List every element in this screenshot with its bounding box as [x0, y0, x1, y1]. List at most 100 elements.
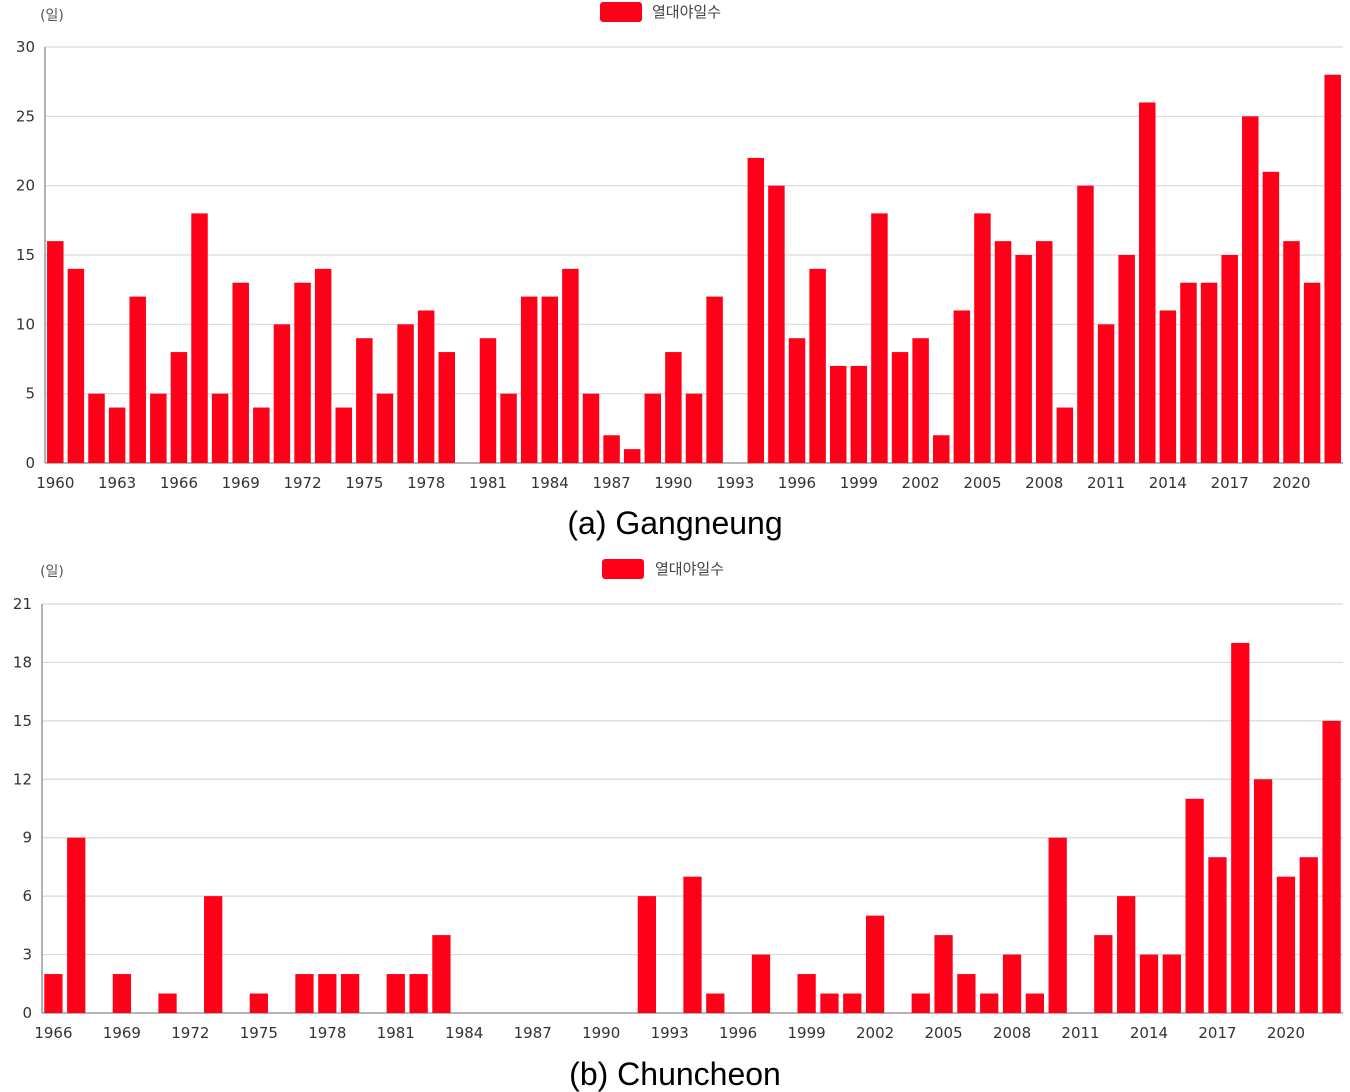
bar-1962[interactable]: [88, 393, 105, 463]
bar-2021[interactable]: [1299, 857, 1318, 1013]
bar-1966[interactable]: [44, 974, 63, 1013]
bar-1995[interactable]: [768, 185, 785, 464]
bar-2005[interactable]: [934, 935, 953, 1013]
bar-2005[interactable]: [974, 213, 991, 463]
bar-1990[interactable]: [665, 352, 682, 463]
bar-2017[interactable]: [1208, 857, 1227, 1013]
bar-1987[interactable]: [603, 435, 620, 463]
legend-swatch[interactable]: [600, 2, 642, 22]
bar-2012[interactable]: [1118, 255, 1135, 463]
bar-2001[interactable]: [843, 993, 862, 1013]
bar-1982[interactable]: [500, 393, 517, 463]
bar-1961[interactable]: [67, 268, 85, 463]
bar-2018[interactable]: [1231, 642, 1250, 1013]
bar-2020[interactable]: [1276, 876, 1296, 1013]
bar-1973[interactable]: [204, 896, 223, 1013]
bar-2010[interactable]: [1048, 837, 1067, 1013]
bar-1979[interactable]: [438, 352, 455, 463]
bar-1973[interactable]: [314, 268, 332, 463]
bar-1982[interactable]: [409, 974, 428, 1013]
bar-2004[interactable]: [911, 993, 930, 1013]
bar-2003[interactable]: [933, 435, 950, 463]
bar-1968[interactable]: [211, 393, 229, 463]
bar-1994[interactable]: [747, 157, 765, 463]
bar-2008[interactable]: [1036, 241, 1053, 463]
bar-2013[interactable]: [1117, 896, 1136, 1013]
bar-1975[interactable]: [356, 338, 373, 463]
bar-1967[interactable]: [67, 837, 86, 1013]
bar-1971[interactable]: [273, 324, 291, 463]
bar-1998[interactable]: [829, 365, 847, 463]
bar-2022[interactable]: [1322, 720, 1341, 1013]
bar-1996[interactable]: [788, 338, 806, 463]
bar-2013[interactable]: [1139, 102, 1156, 463]
bar-2006[interactable]: [994, 241, 1012, 463]
bar-2009[interactable]: [1056, 407, 1074, 463]
bar-1963[interactable]: [108, 407, 126, 463]
bar-2015[interactable]: [1180, 282, 1197, 463]
bar-1965[interactable]: [150, 393, 167, 463]
bar-1979[interactable]: [341, 974, 360, 1013]
bar-1984[interactable]: [541, 296, 559, 463]
bar-1978[interactable]: [318, 974, 337, 1013]
bar-2001[interactable]: [891, 352, 909, 463]
bar-2022[interactable]: [1324, 74, 1341, 463]
bar-1995[interactable]: [706, 993, 725, 1013]
bar-1988[interactable]: [623, 449, 641, 463]
bar-2009[interactable]: [1025, 993, 1044, 1013]
bar-1989[interactable]: [644, 393, 662, 463]
bar-1997[interactable]: [809, 268, 826, 463]
bar-1969[interactable]: [112, 974, 132, 1013]
bar-1964[interactable]: [129, 296, 146, 463]
bar-2021[interactable]: [1303, 282, 1321, 463]
bar-1994[interactable]: [683, 876, 702, 1013]
bar-2016[interactable]: [1185, 798, 1204, 1013]
bar-1977[interactable]: [295, 974, 314, 1013]
bar-2014[interactable]: [1159, 310, 1177, 463]
bar-1981[interactable]: [479, 338, 497, 463]
bar-2018[interactable]: [1242, 116, 1259, 463]
bar-1972[interactable]: [294, 282, 311, 463]
bar-2008[interactable]: [1002, 954, 1022, 1013]
bar-2002[interactable]: [865, 915, 885, 1013]
bar-1975[interactable]: [249, 993, 268, 1013]
bar-1967[interactable]: [191, 213, 208, 463]
bar-1999[interactable]: [850, 365, 868, 463]
bar-1969[interactable]: [232, 282, 249, 463]
bar-1997[interactable]: [751, 954, 771, 1013]
bar-2000[interactable]: [820, 993, 839, 1013]
bar-2019[interactable]: [1253, 779, 1273, 1013]
bar-1960[interactable]: [47, 241, 64, 463]
bar-2014[interactable]: [1139, 954, 1159, 1013]
bar-1966[interactable]: [170, 352, 188, 463]
bar-1977[interactable]: [397, 324, 414, 463]
bar-1976[interactable]: [376, 393, 394, 463]
bar-2011[interactable]: [1097, 324, 1115, 463]
bar-1992[interactable]: [637, 896, 656, 1013]
bar-2010[interactable]: [1077, 185, 1094, 464]
bar-1974[interactable]: [335, 407, 352, 463]
bar-1986[interactable]: [582, 393, 600, 463]
bar-1978[interactable]: [417, 310, 435, 463]
bar-2019[interactable]: [1262, 171, 1280, 464]
bar-2017[interactable]: [1221, 255, 1238, 463]
bar-2002[interactable]: [912, 338, 929, 463]
bar-2007[interactable]: [1015, 255, 1032, 463]
bar-1985[interactable]: [562, 268, 579, 463]
bar-1970[interactable]: [253, 407, 270, 463]
bar-1981[interactable]: [386, 974, 405, 1013]
bar-1992[interactable]: [706, 296, 723, 463]
bar-2020[interactable]: [1283, 241, 1300, 463]
bar-1971[interactable]: [158, 993, 177, 1013]
bar-1999[interactable]: [797, 974, 816, 1013]
bar-2007[interactable]: [980, 993, 999, 1013]
bar-2012[interactable]: [1094, 935, 1113, 1013]
bar-2006[interactable]: [957, 974, 976, 1013]
bar-1991[interactable]: [685, 393, 703, 463]
bar-2000[interactable]: [871, 213, 888, 463]
bar-2016[interactable]: [1200, 282, 1218, 463]
bar-1983[interactable]: [520, 296, 538, 463]
bar-2004[interactable]: [953, 310, 971, 463]
bar-2015[interactable]: [1162, 954, 1181, 1013]
bar-1983[interactable]: [432, 935, 451, 1013]
